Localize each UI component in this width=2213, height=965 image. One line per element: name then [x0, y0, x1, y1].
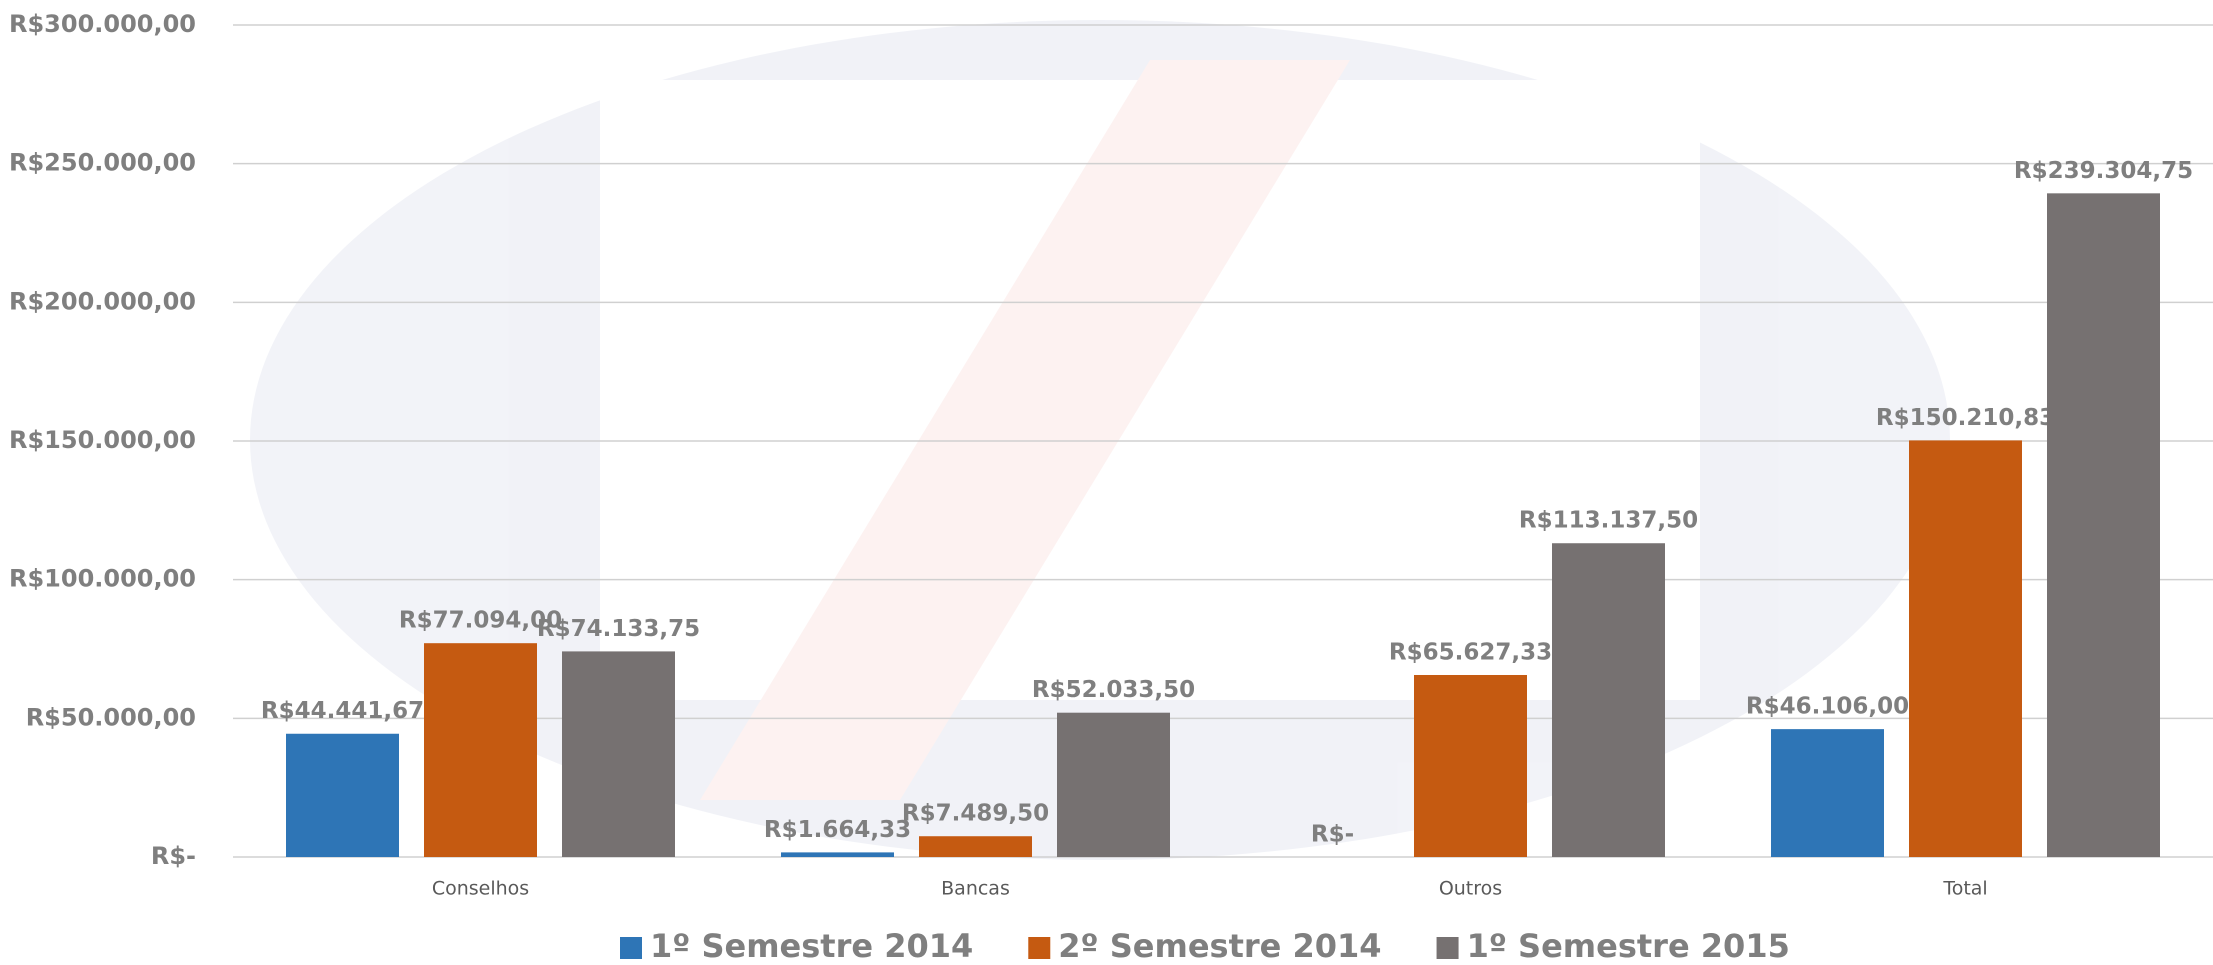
- y-tick-label: R$200.000,00: [9, 287, 196, 315]
- x-tick-label: Outros: [1439, 878, 1502, 900]
- y-tick-label: R$100.000,00: [9, 565, 196, 593]
- y-tick-label: R$-: [151, 842, 196, 870]
- legend-swatch: [620, 937, 642, 959]
- data-label: R$-: [1311, 822, 1354, 848]
- legend-swatch: [1437, 937, 1459, 959]
- data-label: R$239.304,75: [2014, 158, 2193, 184]
- bar: [286, 734, 399, 857]
- data-label: R$65.627,33: [1389, 639, 1552, 665]
- bar: [1057, 713, 1170, 857]
- bar: [781, 852, 894, 857]
- bar: [562, 651, 675, 857]
- data-label: R$113.137,50: [1519, 508, 1698, 534]
- x-tick-label: Total: [1942, 878, 1987, 900]
- data-label: R$74.133,75: [537, 616, 700, 642]
- legend-label: 1º Semestre 2014: [650, 927, 973, 965]
- data-label: R$7.489,50: [902, 801, 1049, 827]
- chart: R$- R$50.000,00 R$100.000,00 R$150.000,00 R$…: [0, 0, 2213, 965]
- data-label: R$44.441,67: [261, 698, 424, 724]
- legend-label: 1º Semestre 2015: [1467, 927, 1790, 965]
- x-tick-label: Bancas: [941, 878, 1010, 900]
- bar: [424, 643, 537, 857]
- y-tick-label: R$250.000,00: [9, 149, 196, 177]
- bar: [919, 836, 1032, 857]
- y-tick-label: R$150.000,00: [9, 426, 196, 454]
- bar: [1771, 729, 1884, 857]
- data-label: R$52.033,50: [1032, 677, 1195, 703]
- bar: [2047, 193, 2160, 857]
- y-tick-label: R$50.000,00: [26, 703, 196, 731]
- data-label: R$46.106,00: [1746, 694, 1909, 720]
- data-label: R$1.664,33: [764, 817, 911, 843]
- legend-swatch: [1028, 937, 1050, 959]
- data-label: R$150.210,83: [1876, 405, 2055, 431]
- bar: [1414, 675, 1527, 857]
- bar: [1552, 543, 1665, 857]
- legend-label: 2º Semestre 2014: [1058, 927, 1381, 965]
- bar: [1909, 440, 2022, 857]
- x-tick-label: Conselhos: [432, 878, 529, 900]
- y-tick-label: R$300.000,00: [9, 10, 196, 38]
